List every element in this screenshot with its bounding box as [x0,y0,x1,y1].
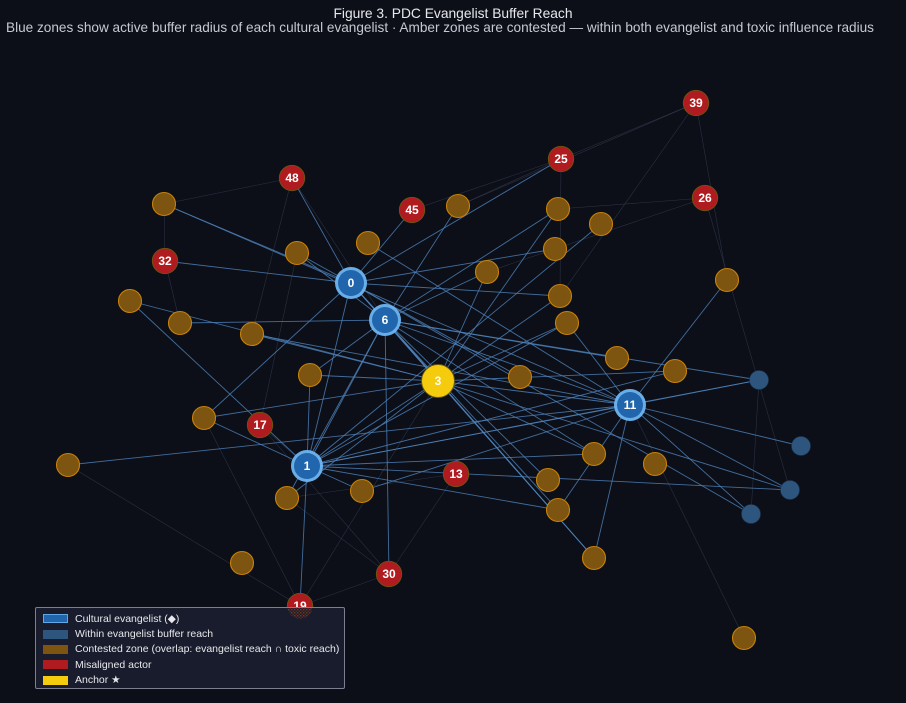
svg-text:13: 13 [449,467,463,481]
svg-text:32: 32 [158,254,172,268]
svg-text:39: 39 [689,96,703,110]
svg-text:45: 45 [405,203,419,217]
svg-text:11: 11 [624,398,637,412]
svg-text:0: 0 [348,276,355,290]
svg-text:3: 3 [435,374,442,388]
svg-text:48: 48 [285,171,299,185]
svg-text:17: 17 [253,418,267,432]
svg-text:30: 30 [382,567,396,581]
svg-text:25: 25 [554,152,568,166]
svg-text:1: 1 [304,459,311,473]
svg-text:6: 6 [382,313,389,327]
svg-text:26: 26 [698,191,712,205]
